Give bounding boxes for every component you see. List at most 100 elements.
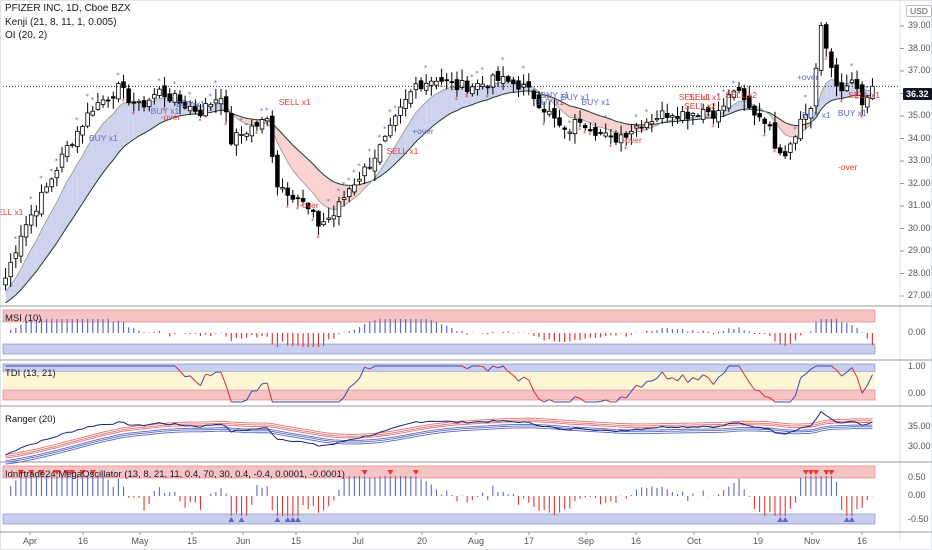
candle-body [803, 114, 808, 120]
tdi-line-segment [692, 377, 699, 381]
kenji-cloud-segment [138, 102, 145, 136]
mega-buy-triangle [294, 517, 301, 522]
signal-star-marker: * [424, 64, 428, 72]
signal-star-marker: * [455, 96, 459, 104]
x-axis-label: 19 [752, 536, 764, 546]
x-axis-label: Sep [577, 536, 595, 546]
mega-sell-triangle [64, 470, 71, 475]
candle-body [675, 116, 680, 119]
signal-star-marker: * [352, 169, 356, 177]
candle-body [634, 125, 639, 129]
signal-star-marker: * [224, 121, 228, 129]
x-axis-label: 16 [77, 536, 89, 546]
ranger-tick-label: 30.00 [908, 440, 931, 451]
kenji-cloud-segment [287, 139, 293, 171]
tdi-line-segment [266, 382, 273, 403]
x-axis-label: Jun [235, 536, 251, 546]
kenji-cloud-segment [728, 104, 734, 115]
candle-body [844, 85, 850, 92]
signal-star-marker: * [347, 177, 351, 185]
tdi-line-segment [641, 381, 648, 388]
candle-body [654, 118, 660, 121]
candle-body [64, 145, 70, 158]
kenji-cloud-segment [15, 268, 21, 295]
kenji-cloud-segment [554, 98, 560, 109]
mega-sell-triangle [17, 470, 24, 475]
mega-sell-triangle [53, 470, 60, 475]
candle-body [18, 235, 24, 257]
kenji-cloud-segment [385, 154, 391, 173]
signal-star-marker: * [721, 88, 725, 96]
signal-star-marker: * [793, 125, 797, 133]
signal-star-marker: * [14, 235, 18, 243]
chart-title: PFIZER INC, 1D, Cboe BZX [5, 3, 131, 14]
candle-body [808, 108, 814, 119]
candle-body [357, 178, 362, 182]
tdi-line-segment [461, 365, 468, 370]
signal-star-marker: * [132, 110, 136, 118]
candle-body [521, 84, 526, 88]
tdi-line-segment [343, 387, 350, 398]
kenji-cloud-segment [103, 118, 109, 173]
signal-star-marker: * [824, 56, 828, 64]
kenji-cloud-segment [605, 117, 611, 131]
kenji-cloud-segment [615, 121, 622, 134]
candle-body [526, 81, 532, 88]
x-axis-label: Oct [686, 536, 702, 546]
candle-body [136, 100, 142, 103]
candle-body [141, 100, 147, 108]
tdi-neutral-band [3, 372, 875, 389]
signal-star-marker: * [239, 116, 243, 124]
signal-annotation: SELL x1 [678, 92, 711, 102]
candle-body [54, 170, 60, 179]
signal-star-marker: * [39, 174, 43, 182]
tdi-line-segment [205, 373, 211, 377]
candle-body [818, 25, 824, 71]
tdi-panel-title[interactable]: TDI (13, 21) [5, 368, 56, 379]
candle-body [562, 127, 567, 130]
candle-body [865, 96, 870, 108]
kenji-cloud-segment [456, 86, 463, 111]
candle-body [603, 132, 608, 137]
kenji-cloud-segment [113, 107, 119, 160]
candle-body [644, 121, 649, 128]
mega-sell-triangle [361, 470, 368, 475]
signal-star-marker: * [296, 206, 300, 214]
kenji-cloud-segment [580, 108, 586, 121]
kenji-cloud-segment [610, 119, 616, 133]
x-axis-label: 15 [290, 536, 302, 546]
tdi-line-segment [836, 369, 843, 377]
kenji-cloud-segment [118, 102, 124, 153]
mega-sell-triangle [813, 470, 820, 475]
candle-body [777, 147, 783, 154]
candle-body [670, 115, 675, 118]
oi-indicator-label[interactable]: OI (20, 2) [5, 30, 48, 41]
kenji-cloud-segment [72, 163, 78, 220]
tdi-line-segment [185, 375, 191, 378]
signal-star-marker: * [475, 70, 479, 78]
tdi-line-segment [630, 384, 637, 392]
kenji-cloud-segment [595, 114, 601, 128]
mega-panel-title[interactable]: Idnirtrade24 MegaOscillator (13, 8, 21, … [5, 469, 345, 480]
candle-body [423, 82, 429, 91]
tdi-lower-band [2, 389, 876, 401]
kenji-cloud-segment [821, 82, 827, 110]
kenji-cloud-segment [359, 183, 365, 194]
candle-body [582, 124, 588, 129]
msi-panel-title[interactable]: MSI (10) [5, 313, 42, 324]
mega-tick-label: -0.50 [908, 514, 929, 524]
signal-star-marker: * [645, 108, 649, 116]
currency-badge[interactable]: USD [906, 5, 932, 17]
candle-body [249, 125, 255, 137]
ranger-panel-title[interactable]: Ranger (20) [5, 414, 56, 425]
tdi-line-segment [220, 371, 227, 386]
mega-sell-triangle [412, 470, 419, 475]
kenji-indicator-label[interactable]: Kenji (21, 8, 11, 1, 0.005) [5, 17, 117, 28]
candle-body [829, 51, 834, 68]
candle-body [157, 88, 162, 96]
kenji-cloud-segment [785, 122, 791, 137]
tdi-line-segment [651, 377, 658, 382]
candle-body [290, 194, 296, 200]
candle-body [449, 81, 455, 83]
tdi-line-segment [605, 399, 612, 403]
